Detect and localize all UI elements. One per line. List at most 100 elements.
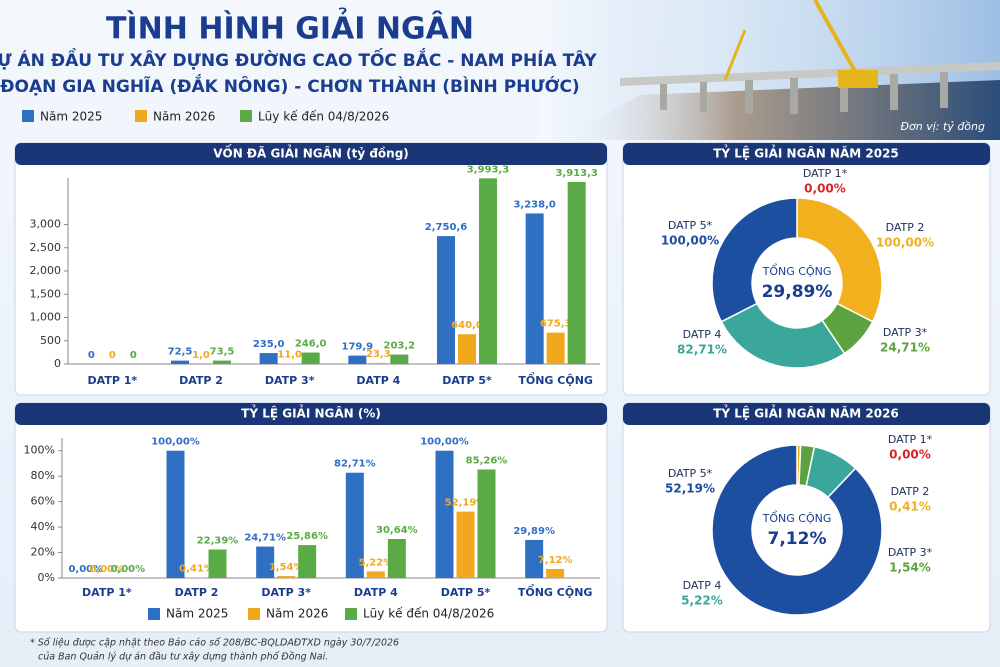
y-tick-label: 60% <box>31 495 55 508</box>
value-label: 0 <box>88 350 95 361</box>
value-label: 3,238,0 <box>513 199 555 210</box>
legend-label: Lũy kế đến 04/8/2026 <box>363 607 494 621</box>
legend-label: Lũy kế đến 04/8/2026 <box>258 110 389 124</box>
slice-value: 100,00% <box>876 236 934 250</box>
value-label: 22,39% <box>197 536 239 547</box>
slice-label: DATP 1* <box>803 167 848 180</box>
value-label: 1,54% <box>269 562 304 573</box>
subtitle: DỰ ÁN ĐẦU TƯ XÂY DỰNG ĐƯỜNG CAO TỐC BẮC … <box>0 47 597 71</box>
center-value: 7,12% <box>768 529 827 549</box>
y-tick-label: 1,500 <box>30 287 62 300</box>
bar <box>546 568 565 578</box>
value-label: 23,3 <box>366 349 391 360</box>
chart-title: TỶ LỆ GIẢI NGÂN NĂM 2026 <box>713 405 899 421</box>
bar <box>213 360 231 364</box>
x-tick-label: DATP 5* <box>442 374 492 387</box>
value-label: 0,00% <box>89 564 124 575</box>
y-tick-label: 2,500 <box>30 241 62 254</box>
donut-slice <box>796 197 883 323</box>
slice-label: DATP 1* <box>888 433 933 446</box>
bar <box>390 354 409 364</box>
bar <box>256 546 275 578</box>
value-label: 29,89% <box>513 526 555 537</box>
value-label: 1,0 <box>192 350 210 361</box>
donut-hole <box>753 239 841 327</box>
bar <box>208 549 227 578</box>
slice-label: DATP 2 <box>891 485 930 498</box>
x-tick-label: DATP 2 <box>179 374 223 387</box>
slice-label: DATP 3* <box>888 546 933 559</box>
slice-label: DATP 4 <box>683 328 722 341</box>
value-label: 11,0 <box>277 349 302 360</box>
bar <box>456 511 475 578</box>
bar <box>567 182 586 364</box>
x-tick-label: DATP 5* <box>441 586 491 599</box>
bar <box>171 360 189 364</box>
bar <box>546 332 565 364</box>
legend-label: Năm 2025 <box>166 607 228 621</box>
legend-label: Năm 2026 <box>266 607 328 621</box>
donut-slice <box>711 444 883 616</box>
value-label: 100,00% <box>151 437 200 448</box>
y-tick-label: 100% <box>24 444 55 457</box>
footnote: * Số liệu được cập nhật theo Báo cáo số … <box>30 638 399 649</box>
center-label: TỔNG CỘNG <box>762 263 832 278</box>
slice-label: DATP 2 <box>886 221 925 234</box>
slice-label: DATP 4 <box>683 579 722 592</box>
donut-slice <box>720 302 846 369</box>
y-tick-label: 3,000 <box>30 218 62 231</box>
bar <box>187 577 206 578</box>
bar <box>298 545 317 578</box>
x-tick-label: DATP 3* <box>265 374 315 387</box>
slice-value: 52,19% <box>665 482 715 496</box>
value-label: 640,0 <box>451 320 483 331</box>
slice-value: 0,00% <box>804 182 846 196</box>
bar <box>348 355 367 364</box>
x-tick-label: TỔNG CỘNG <box>518 584 593 599</box>
donut-hole <box>753 486 841 574</box>
value-label: 82,71% <box>334 459 376 470</box>
slice-value: 100,00% <box>661 234 719 248</box>
bar <box>435 450 454 578</box>
value-label: 235,0 <box>253 339 285 350</box>
chart-title: TỶ LỆ GIẢI NGÂN NĂM 2025 <box>713 145 899 161</box>
x-tick-label: DATP 1* <box>88 374 138 387</box>
legend-label: Năm 2025 <box>40 110 102 124</box>
panel-header <box>623 403 990 425</box>
slice-label: DATP 3* <box>883 326 928 339</box>
x-tick-label: DATP 1* <box>82 586 132 599</box>
value-label: 246,0 <box>295 339 327 350</box>
value-label: 0 <box>130 350 137 361</box>
y-tick-label: 2,000 <box>30 264 62 277</box>
value-label: 24,71% <box>244 533 286 544</box>
value-label: 25,86% <box>286 531 328 542</box>
slice-label: DATP 5* <box>668 219 713 232</box>
bar <box>387 539 406 578</box>
x-tick-label: TỔNG CỘNG <box>518 372 593 387</box>
value-label: 72,5 <box>168 347 193 358</box>
slice-label: DATP 5* <box>668 467 713 480</box>
legend-swatch <box>148 608 160 620</box>
bar <box>280 363 299 364</box>
value-label: 2,750,6 <box>425 222 467 233</box>
value-label: 3,913,3 <box>555 168 597 179</box>
footnote: của Ban Quản lý dự án đầu tư xây dựng th… <box>38 652 328 663</box>
x-tick-label: DATP 2 <box>175 586 219 599</box>
value-label: 85,26% <box>466 455 508 466</box>
x-tick-label: DATP 4 <box>354 586 398 599</box>
chart-title: VỐN ĐÃ GIẢI NGÂN (tỷ đồng) <box>213 144 409 161</box>
legend-swatch <box>135 110 147 122</box>
bar <box>525 539 544 578</box>
value-label: 0,00% <box>110 564 145 575</box>
slice-value: 0,41% <box>889 500 931 514</box>
value-label: 675,3 <box>540 319 572 330</box>
header-photo <box>540 0 1000 140</box>
y-tick-label: 1,000 <box>30 311 62 324</box>
x-tick-label: DATP 4 <box>356 374 400 387</box>
slice-value: 82,71% <box>677 343 727 357</box>
legend-swatch <box>248 608 260 620</box>
value-label: 30,64% <box>376 525 418 536</box>
page-title: TÌNH HÌNH GIẢI NGÂN <box>106 8 474 47</box>
slice-value: 24,71% <box>880 341 930 355</box>
